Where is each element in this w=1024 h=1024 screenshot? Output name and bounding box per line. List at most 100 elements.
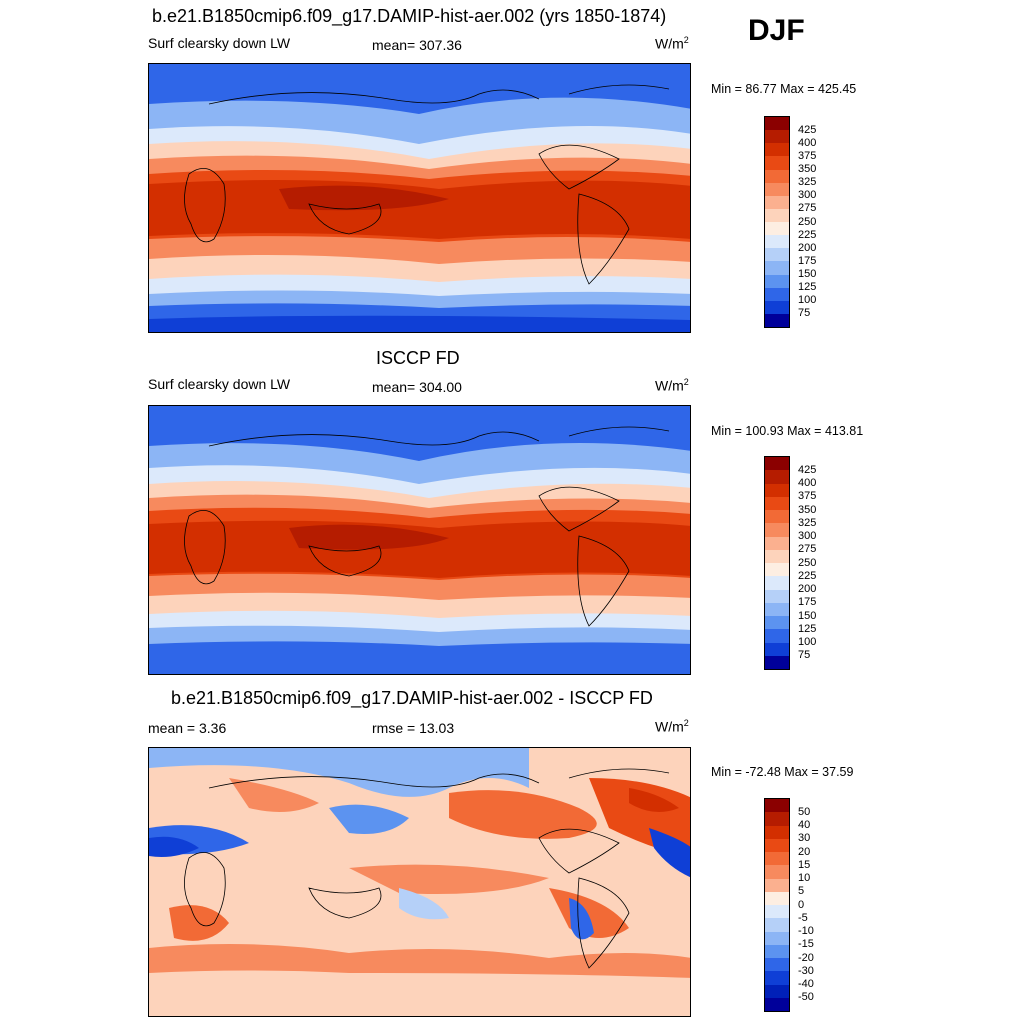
- colorbar-swatch: [765, 300, 789, 314]
- colorbar-swatch: [765, 852, 789, 866]
- colorbar-tick-label: 100: [798, 294, 817, 307]
- colorbar-swatch: [765, 589, 789, 603]
- colorbar-swatch: [765, 156, 789, 170]
- panel1-units: W/m2: [655, 35, 689, 52]
- panel1-colorbar: [764, 116, 790, 328]
- panel2-mean-label: mean= 304.00: [372, 379, 462, 395]
- colorbar-swatch: [765, 130, 789, 144]
- colorbar-swatch: [765, 825, 789, 839]
- colorbar-tick-label: 350: [798, 503, 817, 516]
- colorbar-swatch: [765, 208, 789, 222]
- panel1-title: b.e21.B1850cmip6.f09_g17.DAMIP-hist-aer.…: [152, 6, 667, 26]
- colorbar-tick-label: 125: [798, 622, 817, 635]
- colorbar-swatch: [765, 944, 789, 958]
- panel2-title: ISCCP FD: [376, 348, 460, 368]
- colorbar-tick-label: 75: [798, 307, 811, 320]
- colorbar-swatch: [765, 878, 789, 892]
- colorbar-tick-label: 0: [798, 898, 805, 911]
- colorbar-swatch: [765, 510, 789, 524]
- panel3-mean-label: mean = 3.36: [148, 720, 227, 736]
- panel1-mean-label: mean= 307.36: [372, 37, 462, 53]
- colorbar-swatch: [765, 812, 789, 826]
- colorbar-swatch: [765, 865, 789, 879]
- colorbar-tick-label: -20: [798, 951, 814, 964]
- colorbar-swatch: [765, 483, 789, 497]
- colorbar-tick-label: 225: [798, 228, 817, 241]
- colorbar-swatch: [765, 195, 789, 209]
- colorbar-tick-label: 250: [798, 215, 817, 228]
- colorbar-tick-label: 150: [798, 268, 817, 280]
- colorbar-tick-label: 400: [798, 136, 817, 149]
- colorbar-tick-label: 275: [798, 202, 817, 215]
- colorbar-swatch: [765, 642, 789, 656]
- colorbar-tick-label: -30: [798, 964, 814, 977]
- colorbar-swatch: [765, 616, 789, 630]
- colorbar-tick-label: 425: [798, 123, 817, 136]
- colorbar-tick-label: 325: [798, 176, 817, 189]
- colorbar-swatch: [765, 984, 789, 998]
- colorbar-swatch: [765, 576, 789, 590]
- colorbar-swatch: [765, 248, 789, 262]
- colorbar-tick-label: 30: [798, 832, 811, 845]
- colorbar-swatch: [765, 602, 789, 616]
- colorbar-swatch: [765, 182, 789, 196]
- panel2-colorbar: [764, 456, 790, 670]
- colorbar-swatch: [765, 629, 789, 643]
- colorbar-swatch: [765, 169, 789, 183]
- colorbar-swatch: [765, 261, 789, 275]
- colorbar-swatch: [765, 143, 789, 157]
- panel1-map: [148, 63, 691, 333]
- colorbar-swatch: [765, 838, 789, 852]
- colorbar-tick-label: 300: [798, 189, 817, 202]
- panel2-units: W/m2: [655, 377, 689, 394]
- colorbar-swatch: [765, 655, 789, 669]
- colorbar-swatch: [765, 958, 789, 972]
- colorbar-tick-label: -50: [798, 991, 814, 1004]
- colorbar-tick-label: 100: [798, 636, 817, 648]
- colorbar-tick-label: 425: [798, 463, 817, 476]
- panel3-units: W/m2: [655, 718, 689, 735]
- colorbar-swatch: [765, 313, 789, 327]
- colorbar-tick-label: 375: [798, 490, 817, 503]
- colorbar-tick-label: 75: [798, 649, 811, 662]
- colorbar-tick-label: 225: [798, 569, 817, 582]
- colorbar-swatch: [765, 523, 789, 537]
- colorbar-tick-label: 5: [798, 885, 805, 898]
- colorbar-swatch: [765, 274, 789, 288]
- colorbar-swatch: [765, 997, 789, 1011]
- panel2-minmax: Min = 100.93 Max = 413.81: [711, 424, 864, 438]
- colorbar-tick-label: 15: [798, 858, 811, 871]
- colorbar-tick-label: 350: [798, 163, 817, 175]
- colorbar-swatch: [765, 918, 789, 932]
- colorbar-tick-label: 200: [798, 583, 817, 595]
- panel3-rmse-label: rmse = 13.03: [372, 720, 455, 736]
- season-label: DJF: [748, 14, 805, 47]
- colorbar-swatch: [765, 470, 789, 484]
- colorbar-tick-label: 300: [798, 530, 817, 542]
- colorbar-tick-label: 400: [798, 477, 817, 489]
- colorbar-tick-label: 125: [798, 281, 817, 294]
- colorbar-swatch: [765, 457, 789, 471]
- panel2-map: [148, 405, 691, 675]
- colorbar-tick-label: 150: [798, 609, 817, 622]
- panel3-map: [148, 747, 691, 1017]
- colorbar-swatch: [765, 222, 789, 236]
- colorbar-tick-label: 250: [798, 556, 817, 569]
- colorbar-swatch: [765, 799, 789, 813]
- colorbar-swatch: [765, 287, 789, 301]
- colorbar-tick-label: 275: [798, 543, 817, 556]
- panel1-variable-label: Surf clearsky down LW: [148, 35, 291, 51]
- panel3-colorbar: [764, 798, 790, 1012]
- colorbar-tick-label: 20: [798, 845, 811, 858]
- colorbar-swatch: [765, 496, 789, 510]
- colorbar-tick-label: 175: [798, 596, 817, 609]
- panel1-minmax: Min = 86.77 Max = 425.45: [711, 82, 857, 96]
- colorbar-swatch: [765, 235, 789, 249]
- colorbar-tick-label: 10: [798, 872, 811, 884]
- colorbar-tick-label: 200: [798, 241, 817, 254]
- colorbar-tick-label: -10: [798, 925, 814, 937]
- colorbar-swatch: [765, 563, 789, 577]
- colorbar-tick-label: 375: [798, 149, 817, 162]
- colorbar-swatch: [765, 117, 789, 131]
- colorbar-swatch: [765, 891, 789, 905]
